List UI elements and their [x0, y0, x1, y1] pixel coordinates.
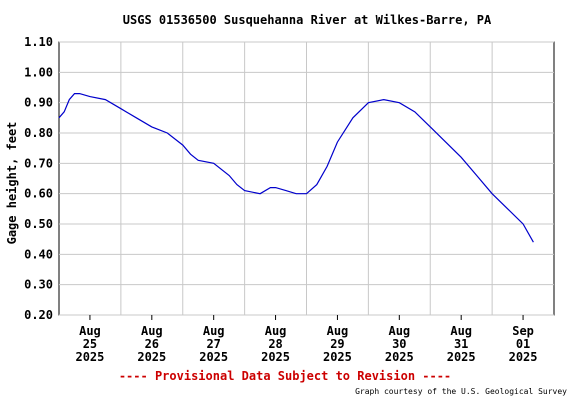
x-tick-month: Aug [203, 324, 225, 338]
x-tick-year: 2025 [447, 350, 476, 364]
y-tick-label: 0.80 [24, 126, 53, 140]
provisional-data-notice: ---- Provisional Data Subject to Revisio… [119, 369, 451, 383]
usgs-credit: Graph courtesy of the U.S. Geological Su… [355, 387, 567, 396]
x-tick-year: 2025 [137, 350, 166, 364]
x-tick-year: 2025 [261, 350, 290, 364]
y-tick-label: 0.30 [24, 278, 53, 292]
x-tick-month: Aug [327, 324, 349, 338]
gage-height-series-line [58, 93, 534, 243]
x-tick-month: Aug [388, 324, 410, 338]
x-tick-year: 2025 [385, 350, 414, 364]
y-axis-label: Gage height, feet [5, 122, 19, 245]
y-tick-label: 0.50 [24, 217, 53, 231]
x-tick-day: 28 [268, 337, 282, 351]
x-tick-month: Sep [512, 324, 534, 338]
x-tick-day: 26 [145, 337, 159, 351]
y-axis-tick-labels: 1.10 1.00 0.90 0.80 0.70 0.60 0.50 0.40 0.30 0.20 [24, 35, 53, 322]
x-axis-tick-labels: Aug252025Aug262025Aug272025Aug282025Aug2… [75, 315, 538, 364]
x-tick-day: 31 [454, 337, 468, 351]
vertical-gridlines [120, 42, 493, 315]
x-tick-month: Aug [265, 324, 287, 338]
y-tick-label: 0.70 [24, 156, 53, 170]
x-tick-day: 25 [83, 337, 97, 351]
y-tick-label: 0.20 [24, 308, 53, 322]
x-tick-month: Aug [141, 324, 163, 338]
x-tick-day: 30 [392, 337, 406, 351]
y-tick-label: 1.00 [24, 65, 53, 79]
x-tick-year: 2025 [75, 350, 104, 364]
y-tick-label: 0.90 [24, 96, 53, 110]
x-tick-month: Aug [450, 324, 472, 338]
x-tick-month: Aug [79, 324, 101, 338]
y-tick-label: 0.40 [24, 247, 53, 261]
chart-title: USGS 01536500 Susquehanna River at Wilke… [123, 13, 492, 27]
x-tick-year: 2025 [199, 350, 228, 364]
x-tick-day: 27 [206, 337, 220, 351]
x-tick-year: 2025 [323, 350, 352, 364]
x-tick-year: 2025 [509, 350, 538, 364]
y-tick-label: 0.60 [24, 187, 53, 201]
x-tick-day: 29 [330, 337, 344, 351]
y-tick-label: 1.10 [24, 35, 53, 49]
x-tick-day: 01 [516, 337, 530, 351]
